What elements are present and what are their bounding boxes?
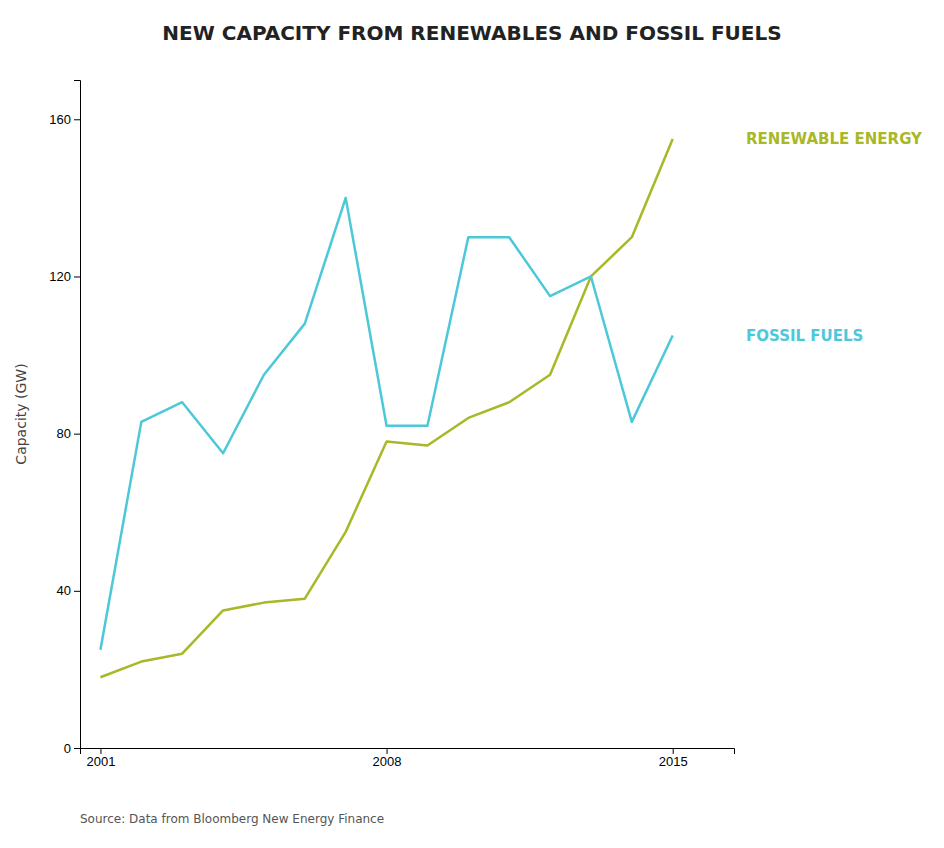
tick-label: 80 [57,426,71,441]
tick-label: 0 [64,741,71,756]
axis-domain [81,749,735,755]
tick-mark [74,591,80,592]
series-line [100,139,672,677]
lines [100,139,672,677]
x-tick: 2008 [373,748,402,769]
tick-label: 120 [49,269,71,284]
y-tick: 80 [57,426,80,441]
series-labels: RENEWABLE ENERGY FOSSIL FUELS [746,130,923,344]
tick-mark [74,434,80,435]
series-label: RENEWABLE ENERGY [746,130,923,148]
y-tick: 40 [57,583,80,598]
axis-label: Capacity (GW) [13,363,29,464]
tick-mark [387,748,388,754]
title: NEW CAPACITY FROM RENEWABLES AND FOSSIL … [162,21,781,45]
tick-mark [74,748,80,749]
y-tick: 160 [49,112,80,127]
x-tick: 2001 [86,748,115,769]
x-axis: 2001 2008 2015 [81,748,735,769]
y-tick: 120 [49,269,80,284]
tick-label: 2008 [373,754,402,769]
series-line [100,198,672,650]
chart: NEW CAPACITY FROM RENEWABLES AND FOSSIL … [0,0,944,848]
tick-label: 2001 [86,754,115,769]
tick-label: 2015 [659,754,688,769]
tick-label: 40 [57,583,71,598]
tick-mark [100,748,101,754]
y-axis: 0 40 80 120 160 [49,81,80,756]
x-tick: 2015 [659,748,688,769]
tick-mark [74,119,80,120]
plot: 2001 2008 2015 0 40 80 120 160 RENEWABLE ENERGY F… [49,81,923,770]
tick-mark [74,276,80,277]
tick-label: 160 [49,112,71,127]
y-tick: 0 [64,741,80,756]
series-label: FOSSIL FUELS [746,327,863,345]
tick-mark [673,748,674,754]
source: Source: Data from Bloomberg New Energy F… [80,812,384,826]
axis-domain [74,81,81,749]
